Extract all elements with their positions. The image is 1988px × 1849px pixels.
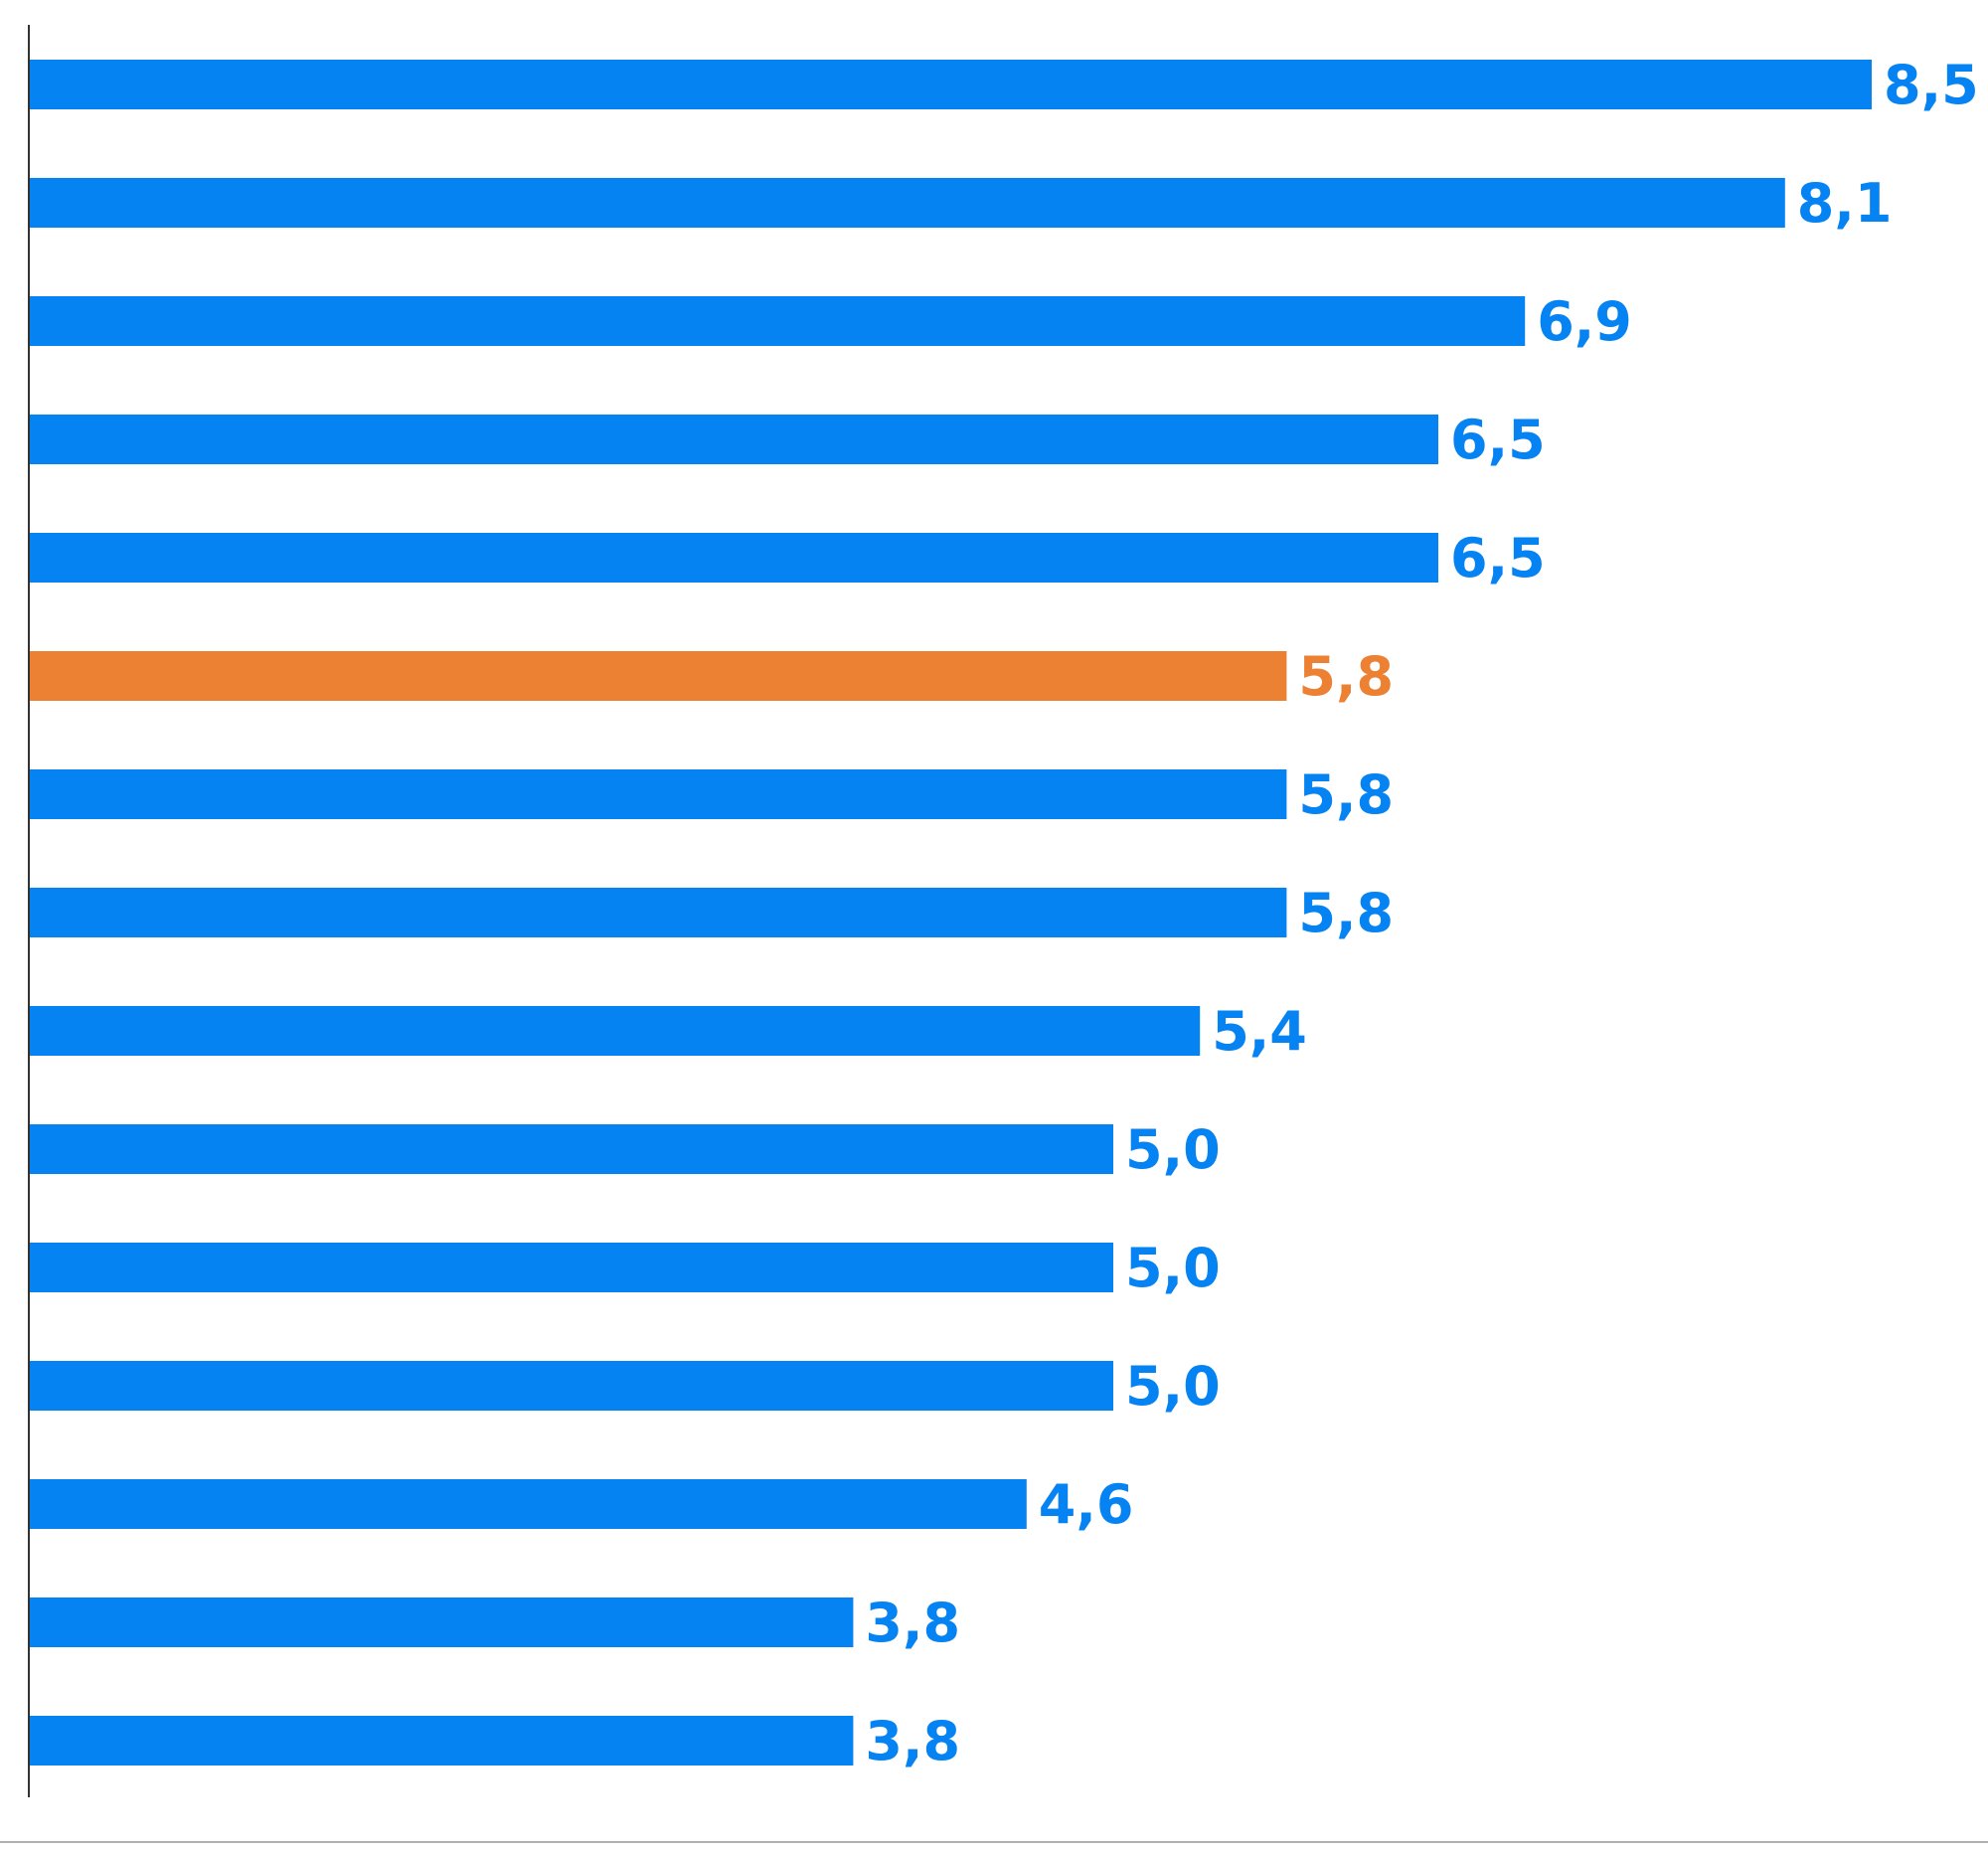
bar-5 [30, 651, 1287, 701]
value-label-7: 5,8 [1298, 882, 1394, 944]
value-label-8: 5,4 [1212, 1000, 1307, 1063]
bar-3 [30, 415, 1438, 464]
bar-6 [30, 769, 1287, 819]
bar-13 [30, 1597, 854, 1647]
value-label-13: 3,8 [865, 1592, 960, 1654]
bar-4 [30, 533, 1438, 583]
value-label-10: 5,0 [1125, 1237, 1221, 1299]
value-label-14: 3,8 [865, 1710, 960, 1772]
bar-10 [30, 1243, 1113, 1292]
value-label-4: 6,5 [1450, 527, 1546, 589]
value-label-3: 6,5 [1450, 409, 1546, 471]
bar-12 [30, 1479, 1027, 1529]
bar-1 [30, 178, 1785, 228]
value-label-9: 5,0 [1125, 1118, 1221, 1181]
bars-group [30, 60, 1872, 1765]
value-label-5: 5,8 [1298, 645, 1394, 708]
value-label-12: 4,6 [1039, 1473, 1134, 1536]
bar-2 [30, 296, 1526, 346]
value-label-0: 8,5 [1884, 54, 1979, 116]
value-label-11: 5,0 [1125, 1355, 1221, 1418]
value-label-2: 6,9 [1537, 290, 1632, 353]
bar-14 [30, 1716, 854, 1765]
value-label-1: 8,1 [1797, 172, 1893, 235]
bar-8 [30, 1006, 1201, 1056]
bar-7 [30, 888, 1287, 937]
value-label-6: 5,8 [1298, 763, 1394, 826]
bar-0 [30, 60, 1872, 109]
bar-11 [30, 1361, 1113, 1411]
bar-9 [30, 1124, 1113, 1174]
value-labels-group: 8,5 8,1 6,9 6,5 6,5 5,8 5,8 5,8 5,4 5,0 5,0 5,0 4,6 3… [865, 54, 1978, 1772]
